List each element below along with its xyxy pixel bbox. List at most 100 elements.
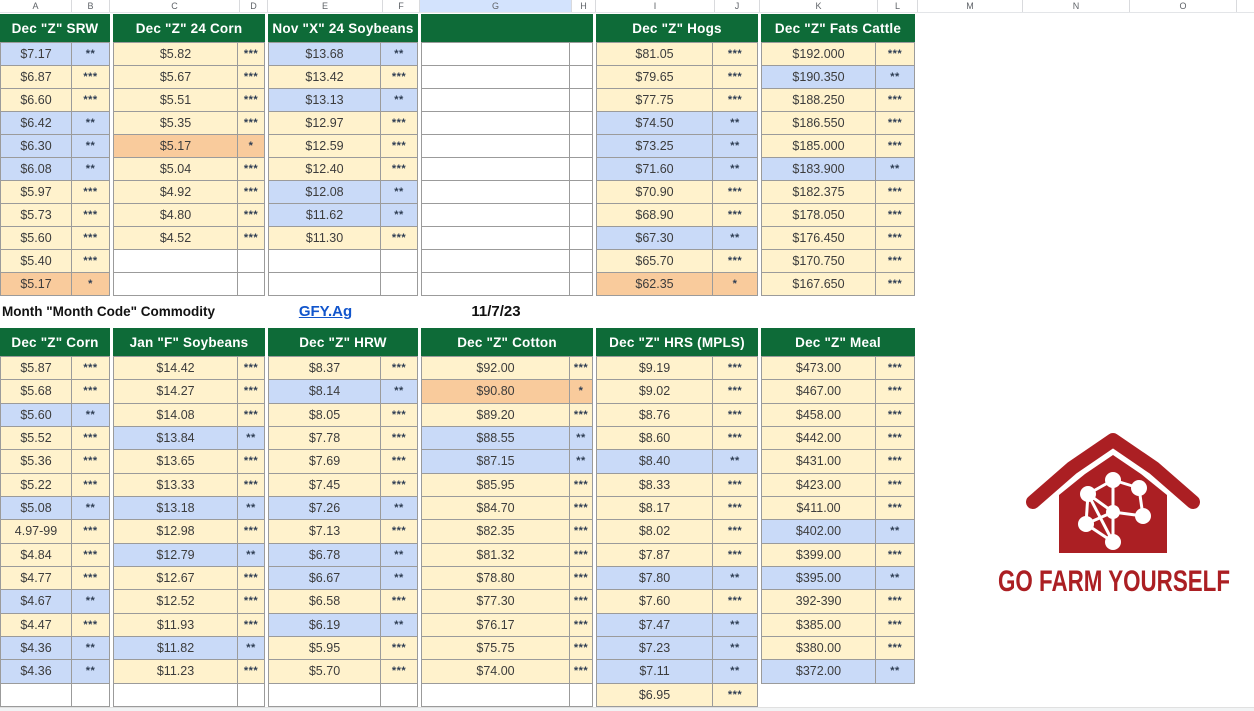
price-cell[interactable]: $11.82: [113, 636, 238, 661]
signal-stars-cell[interactable]: ***: [238, 89, 265, 112]
price-cell[interactable]: $5.87: [0, 357, 72, 381]
signal-stars-cell[interactable]: [570, 43, 593, 66]
signal-stars-cell[interactable]: [381, 250, 418, 273]
price-cell[interactable]: $85.95: [421, 473, 570, 497]
signal-stars-cell[interactable]: [72, 683, 110, 707]
price-cell[interactable]: [421, 683, 570, 707]
price-cell[interactable]: $5.08: [0, 496, 72, 521]
price-cell[interactable]: $178.050: [761, 204, 876, 227]
signal-stars-cell[interactable]: ***: [876, 227, 915, 250]
signal-stars-cell[interactable]: ***: [72, 613, 110, 637]
column-header[interactable]: Dec "Z" Meal: [761, 328, 915, 357]
column-letter-j[interactable]: J: [715, 0, 760, 12]
signal-stars-cell[interactable]: ***: [238, 43, 265, 66]
signal-stars-cell[interactable]: [238, 683, 265, 707]
column-header[interactable]: Dec "Z" 24 Corn: [113, 14, 265, 43]
signal-stars-cell[interactable]: ***: [570, 613, 593, 637]
price-cell[interactable]: $67.30: [596, 227, 713, 250]
price-cell[interactable]: $6.30: [0, 135, 72, 158]
price-cell[interactable]: $13.18: [113, 496, 238, 521]
signal-stars-cell[interactable]: *: [713, 273, 758, 296]
price-cell[interactable]: $13.13: [268, 89, 381, 112]
price-cell[interactable]: $8.14: [268, 380, 381, 404]
price-cell[interactable]: 392-390: [761, 590, 876, 614]
price-cell[interactable]: $88.55: [421, 426, 570, 451]
signal-stars-cell[interactable]: ***: [713, 683, 758, 707]
price-cell[interactable]: $12.40: [268, 158, 381, 181]
price-cell[interactable]: $90.80: [421, 380, 570, 404]
price-cell[interactable]: $458.00: [761, 403, 876, 427]
column-letter-e[interactable]: E: [268, 0, 383, 12]
price-cell[interactable]: $62.35: [596, 273, 713, 296]
signal-stars-cell[interactable]: **: [713, 112, 758, 135]
signal-stars-cell[interactable]: ***: [238, 181, 265, 204]
price-cell[interactable]: $87.15: [421, 450, 570, 474]
price-cell[interactable]: $6.95: [596, 683, 713, 707]
signal-stars-cell[interactable]: *: [238, 135, 265, 158]
column-letter-a[interactable]: A: [0, 0, 72, 12]
signal-stars-cell[interactable]: ***: [381, 660, 418, 684]
signal-stars-cell[interactable]: **: [238, 426, 265, 451]
signal-stars-cell[interactable]: **: [713, 135, 758, 158]
column-letter-c[interactable]: C: [110, 0, 240, 12]
price-cell[interactable]: $12.67: [113, 566, 238, 591]
price-cell[interactable]: $71.60: [596, 158, 713, 181]
signal-stars-cell[interactable]: ***: [570, 590, 593, 614]
price-cell[interactable]: $7.13: [268, 520, 381, 544]
price-cell[interactable]: $6.78: [268, 543, 381, 567]
signal-stars-cell[interactable]: [570, 227, 593, 250]
price-cell[interactable]: $8.17: [596, 496, 713, 521]
price-cell[interactable]: [421, 250, 570, 273]
price-cell[interactable]: $4.36: [0, 636, 72, 661]
price-cell[interactable]: $6.67: [268, 566, 381, 591]
signal-stars-cell[interactable]: ***: [713, 357, 758, 381]
signal-stars-cell[interactable]: ***: [570, 660, 593, 684]
signal-stars-cell[interactable]: ***: [876, 590, 915, 614]
price-cell[interactable]: $12.59: [268, 135, 381, 158]
price-cell[interactable]: $6.19: [268, 613, 381, 637]
price-cell[interactable]: $14.08: [113, 403, 238, 427]
price-cell[interactable]: $185.000: [761, 135, 876, 158]
signal-stars-cell[interactable]: ***: [381, 227, 418, 250]
price-cell[interactable]: $431.00: [761, 450, 876, 474]
signal-stars-cell[interactable]: **: [713, 566, 758, 591]
signal-stars-cell[interactable]: ***: [713, 204, 758, 227]
price-cell[interactable]: $13.42: [268, 66, 381, 89]
signal-stars-cell[interactable]: ***: [876, 426, 915, 451]
signal-stars-cell[interactable]: **: [238, 496, 265, 521]
price-cell[interactable]: $14.42: [113, 357, 238, 381]
signal-stars-cell[interactable]: ***: [876, 135, 915, 158]
price-cell[interactable]: $182.375: [761, 181, 876, 204]
signal-stars-cell[interactable]: ***: [570, 543, 593, 567]
price-cell[interactable]: [268, 683, 381, 707]
price-cell[interactable]: $372.00: [761, 660, 876, 684]
price-cell[interactable]: $13.65: [113, 450, 238, 474]
column-header[interactable]: Dec "Z" Fats Cattle: [761, 14, 915, 43]
signal-stars-cell[interactable]: ***: [876, 43, 915, 66]
price-cell[interactable]: $167.650: [761, 273, 876, 296]
price-cell[interactable]: $5.70: [268, 660, 381, 684]
price-cell[interactable]: $13.33: [113, 473, 238, 497]
price-cell[interactable]: $8.40: [596, 450, 713, 474]
signal-stars-cell[interactable]: ***: [72, 227, 110, 250]
signal-stars-cell[interactable]: ***: [72, 566, 110, 591]
signal-stars-cell[interactable]: ***: [876, 496, 915, 521]
price-cell[interactable]: $6.87: [0, 66, 72, 89]
signal-stars-cell[interactable]: **: [381, 566, 418, 591]
price-cell[interactable]: $8.76: [596, 403, 713, 427]
price-cell[interactable]: $76.17: [421, 613, 570, 637]
signal-stars-cell[interactable]: **: [72, 590, 110, 614]
signal-stars-cell[interactable]: [381, 273, 418, 296]
price-cell[interactable]: $5.36: [0, 450, 72, 474]
price-cell[interactable]: $12.79: [113, 543, 238, 567]
price-cell[interactable]: $7.45: [268, 473, 381, 497]
price-cell[interactable]: $5.04: [113, 158, 238, 181]
price-cell[interactable]: $14.27: [113, 380, 238, 404]
signal-stars-cell[interactable]: **: [381, 89, 418, 112]
signal-stars-cell[interactable]: **: [72, 660, 110, 684]
column-header[interactable]: Dec "Z" SRW: [0, 14, 110, 43]
column-letter-b[interactable]: B: [72, 0, 110, 12]
price-cell[interactable]: $11.23: [113, 660, 238, 684]
signal-stars-cell[interactable]: ***: [876, 250, 915, 273]
signal-stars-cell[interactable]: ***: [713, 590, 758, 614]
